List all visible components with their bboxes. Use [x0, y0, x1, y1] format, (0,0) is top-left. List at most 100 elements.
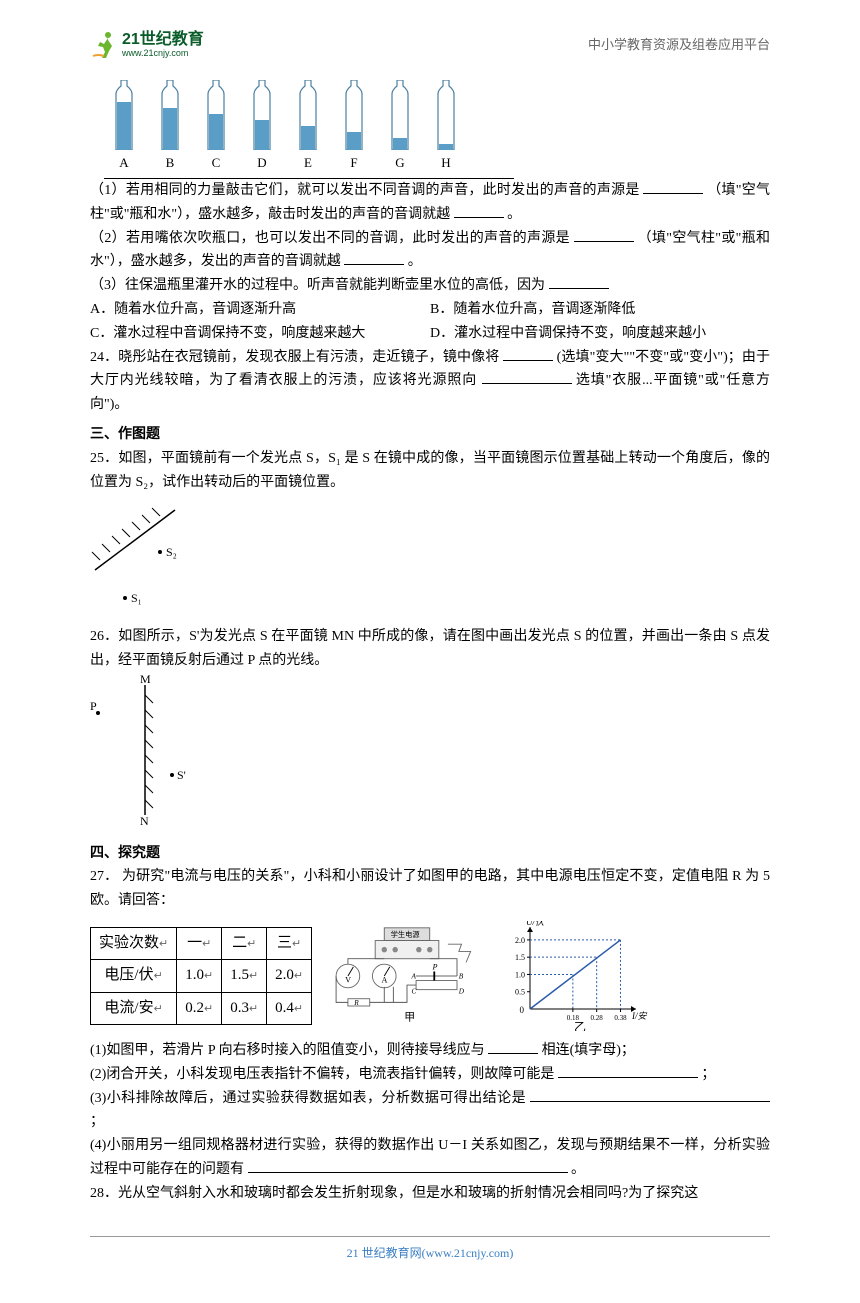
bottle-label-C: C	[212, 152, 221, 174]
q27-circuit-top-label: 学生电源	[391, 930, 421, 939]
svg-text:B: B	[459, 973, 464, 981]
page-footer: 21 世纪教育网(www.21cnjy.com)	[90, 1236, 770, 1263]
q3-opt-c[interactable]: C．灌水过程中音调保持不变，响度越来越大	[90, 322, 430, 346]
section-3-title: 三、作图题	[90, 423, 770, 447]
q26-sprime-label: S'	[177, 768, 186, 782]
table-header: 一↵	[177, 927, 222, 960]
q27-sub1-a: (1)如图甲，若滑片 P 向右移时接入的阻值变小，则待接导线应与	[90, 1043, 485, 1058]
question-28: 28．光从空气斜射入水和玻璃时都会发生折射现象，但是水和玻璃的折射情况会相同吗?…	[90, 1182, 770, 1206]
svg-text:乙: 乙	[574, 1020, 586, 1031]
q27-sub1: (1)如图甲，若滑片 P 向右移时接入的阻值变小，则待接导线应与 相连(填字母)…	[90, 1039, 770, 1063]
table-cell: 2.0↵	[267, 960, 312, 993]
q27-sub2-blank[interactable]	[558, 1064, 698, 1078]
bottle-C: C	[202, 80, 230, 174]
q27-sub3-blank[interactable]	[530, 1088, 770, 1102]
q27-figures-row: 实验次数↵一↵二↵三↵电压/伏↵1.0↵1.5↵2.0↵电流/安↵0.2↵0.3…	[90, 921, 770, 1031]
bottle-label-E: E	[304, 152, 312, 174]
bottle-A: A	[110, 80, 138, 174]
section-4-title: 四、探究题	[90, 842, 770, 866]
question-26: 26．如图所示，S'为发光点 S 在平面镜 MN 中所成的像，请在图中画出发光点…	[90, 625, 770, 673]
q1-text-a: （1）若用相同的力量敲击它们，就可以发出不同音调的声音，此时发出的声音的声源是	[90, 183, 640, 198]
q24-blank-1[interactable]	[503, 347, 553, 361]
q3-opt-a[interactable]: A．随着水位升高，音调逐渐升高	[90, 298, 430, 322]
q27-sub4: (4)小丽用另一组同规格器材进行实验，获得的数据作出 U－I 关系如图乙，发现与…	[90, 1134, 770, 1182]
bottle-label-B: B	[166, 152, 175, 174]
q25-diagram: S₂ S₁	[90, 500, 210, 610]
q27-sub3: (3)小科排除故障后，通过实验获得数据如表，分析数据可得出结论是 ；	[90, 1087, 770, 1135]
svg-text:1.5: 1.5	[515, 953, 525, 962]
svg-text:0: 0	[520, 1005, 525, 1015]
table-cell: 1.5↵	[222, 960, 267, 993]
q3-opt-b[interactable]: B．随着水位升高，音调逐渐降低	[430, 298, 770, 322]
svg-text:I/安: I/安	[631, 1011, 647, 1021]
q27-sub1-b: 相连(填字母)；	[542, 1043, 635, 1058]
q1-blank-1[interactable]	[643, 180, 703, 194]
bottle-label-F: F	[350, 152, 357, 174]
q3-text-a: （3）往保温瓶里灌开水的过程中。听声音就能判断壶里水位的高低，因为	[90, 278, 545, 293]
svg-text:2.0: 2.0	[515, 936, 525, 945]
svg-text:D: D	[458, 987, 465, 995]
q27-sub2-a: (2)闭合开关，小科发现电压表指针不偏转，电流表指针偏转，则故障可能是	[90, 1067, 554, 1082]
q27-sub3-b: ；	[90, 1114, 104, 1129]
q2-text-a: （2）若用嘴依次吹瓶口，也可以发出不同的音调，此时发出的声音的声源是	[90, 231, 570, 246]
table-cell: 电流/安↵	[91, 992, 177, 1025]
q27-data-table: 实验次数↵一↵二↵三↵电压/伏↵1.0↵1.5↵2.0↵电流/安↵0.2↵0.3…	[90, 927, 312, 1026]
bottle-F: F	[340, 80, 368, 174]
q2-blank-2[interactable]	[344, 251, 404, 265]
svg-text:1.0: 1.0	[515, 970, 525, 979]
svg-text:P: P	[432, 963, 438, 972]
q27-sub2-b: ；	[701, 1067, 715, 1082]
bottle-H: H	[432, 80, 460, 174]
q27-sub3-a: (3)小科排除故障后，通过实验获得数据如表，分析数据可得出结论是	[90, 1091, 526, 1106]
question-3-options: A．随着水位升高，音调逐渐升高 B．随着水位升高，音调逐渐降低 C．灌水过程中音…	[90, 298, 770, 346]
q26-p-label: P	[90, 699, 97, 713]
svg-text:0.5: 0.5	[515, 988, 525, 997]
question-1: （1）若用相同的力量敲击它们，就可以发出不同音调的声音，此时发出的声音的声源是 …	[90, 179, 770, 227]
question-25: 25．如图，平面镜前有一个发光点 S，S₁ 是 S 在镜中成的像，当平面镜图示位…	[90, 447, 770, 495]
svg-text:R: R	[353, 999, 359, 1007]
table-header: 三↵	[267, 927, 312, 960]
q1-text-c: 。	[507, 207, 521, 222]
bottle-label-H: H	[441, 152, 450, 174]
table-cell: 0.3↵	[222, 992, 267, 1025]
question-24: 24．晓彤站在衣冠镜前，发现衣服上有污渍，走近镜子，镜中像将 (选填"变大""不…	[90, 346, 770, 417]
q27-sub4-b: 。	[571, 1162, 585, 1177]
q27-circuit-label: 甲	[404, 1012, 415, 1024]
q27-sub2: (2)闭合开关，小科发现电压表指针不偏转，电流表指针偏转，则故障可能是 ；	[90, 1063, 770, 1087]
q26-diagram: M N P S'	[90, 675, 200, 825]
svg-text:U/伏: U/伏	[526, 921, 545, 927]
question-3-stem: （3）往保温瓶里灌开水的过程中。听声音就能判断壶里水位的高低，因为	[90, 274, 770, 298]
logo-text-url: www.21cnjy.com	[122, 49, 204, 59]
q24-blank-2[interactable]	[482, 370, 572, 384]
bottle-label-A: A	[119, 152, 128, 174]
bottle-B: B	[156, 80, 184, 174]
q1-blank-2[interactable]	[454, 204, 504, 218]
q25-s2-label: S₂	[166, 545, 177, 559]
bottle-G: G	[386, 80, 414, 174]
q27-sub4-blank[interactable]	[248, 1159, 568, 1173]
svg-text:A: A	[411, 973, 417, 981]
table-cell: 0.2↵	[177, 992, 222, 1025]
bottles-diagram: A B C D E F G	[110, 80, 770, 174]
q27-sub1-blank[interactable]	[488, 1040, 538, 1054]
q27-circuit-diagram: 学生电源 V A P C D B A R 甲	[322, 926, 492, 1026]
q2-blank-1[interactable]	[574, 228, 634, 242]
bottle-label-G: G	[395, 152, 404, 174]
q3-blank[interactable]	[549, 275, 609, 289]
logo-text-cn: 21世纪教育	[122, 31, 204, 49]
q27-graph: U/伏 I/安 0 0.5 1.0 1.5 2.0 0.18 0.28 0.38…	[502, 921, 652, 1031]
table-cell: 0.4↵	[267, 992, 312, 1025]
svg-text:0.38: 0.38	[614, 1014, 627, 1022]
table-header: 实验次数↵	[91, 927, 177, 960]
q3-opt-d[interactable]: D．灌水过程中音调保持不变，响度越来越小	[430, 322, 770, 346]
svg-text:V: V	[345, 975, 351, 984]
table-header: 二↵	[222, 927, 267, 960]
table-cell: 电压/伏↵	[91, 960, 177, 993]
q26-n-label: N	[140, 814, 149, 825]
q26-m-label: M	[140, 675, 151, 686]
question-2: （2）若用嘴依次吹瓶口，也可以发出不同的音调，此时发出的声音的声源是 （填"空气…	[90, 227, 770, 275]
page-header: 21世纪教育 www.21cnjy.com 中小学教育资源及组卷应用平台	[90, 30, 770, 60]
header-subtitle: 中小学教育资源及组卷应用平台	[588, 34, 770, 56]
q24-text-a: 24．晓彤站在衣冠镜前，发现衣服上有污渍，走近镜子，镜中像将	[90, 350, 499, 365]
q25-s1-label: S₁	[131, 591, 142, 605]
